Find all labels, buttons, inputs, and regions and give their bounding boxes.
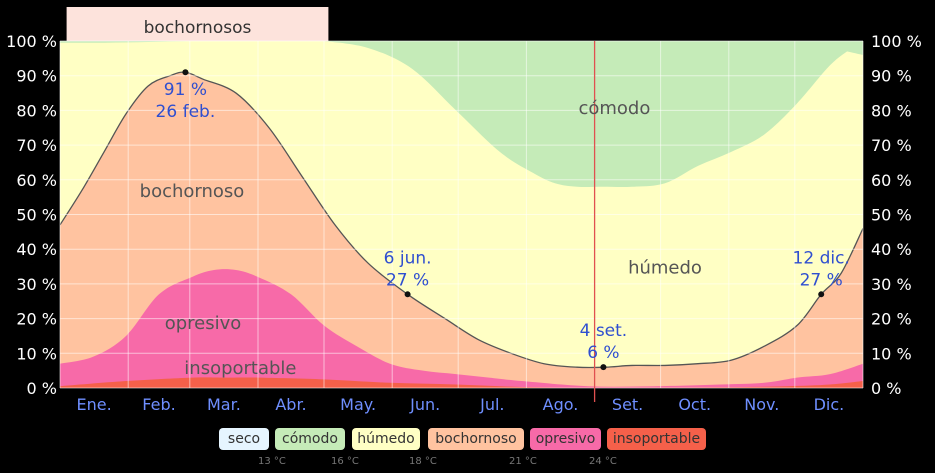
top-band-segment <box>66 7 329 41</box>
x-tick-label: Jun. <box>409 395 440 414</box>
annotation-label: 27 % <box>386 270 429 290</box>
y-tick-label-right: 90 % <box>871 67 912 86</box>
y-tick-label-right: 30 % <box>871 275 912 294</box>
top-band-label: bochornosos <box>144 18 252 38</box>
labels-group: bochornoso opresivo insoportable húmedo cómo… <box>140 69 850 379</box>
x-tick-label: Feb. <box>142 395 175 414</box>
x-tick-label: Mar. <box>207 395 241 414</box>
y-tick-label-right: 40 % <box>871 240 912 259</box>
humidity-chart: bochornosos 0 % 0 % 10 % 10 % 20 % 20 % 30 % 30… <box>6 7 922 414</box>
legend-item-insoportable: insoportable <box>607 428 706 450</box>
annotation-label: 26 feb. <box>156 102 216 122</box>
legend-temperature-label: 18 °C <box>409 456 437 467</box>
x-tick-label: May. <box>340 395 376 414</box>
y-tick-label-left: 60 % <box>16 171 57 190</box>
legend-temperature-label: 24 °C <box>589 456 617 467</box>
x-tick-label: Ago. <box>543 395 579 414</box>
legend-temperature-label: 21 °C <box>509 456 537 467</box>
region-label: insoportable <box>184 358 296 379</box>
x-tick-label: Abr. <box>275 395 306 414</box>
opresivo-area <box>60 269 863 388</box>
y-tick-label-right: 70 % <box>871 136 912 155</box>
y-tick-label-left: 70 % <box>16 136 57 155</box>
annotation-label: 12 dic. <box>793 248 850 268</box>
y-tick-label-left: 90 % <box>16 67 57 86</box>
y-tick-label-left: 10 % <box>16 344 57 363</box>
ticks-group: 0 % 0 % 10 % 10 % 20 % 20 % 30 % 30 % 40 % 40 % 50… <box>6 32 922 414</box>
region-label: cómodo <box>578 98 650 119</box>
y-tick-label-right: 0 % <box>871 379 901 398</box>
y-tick-label-left: 30 % <box>16 275 57 294</box>
y-tick-label-left: 80 % <box>16 101 57 120</box>
top-band-group: bochornosos <box>66 7 329 41</box>
legend-item-seco: seco <box>219 428 269 450</box>
x-tick-label: Set. <box>612 395 643 414</box>
annotation-label: 27 % <box>800 270 843 290</box>
y-tick-label-left: 20 % <box>16 310 57 329</box>
region-label: opresivo <box>165 313 242 334</box>
y-tick-label-right: 100 % <box>871 32 922 51</box>
annotation-label: 6 jun. <box>384 248 432 268</box>
annotation-label: 91 % <box>164 80 207 100</box>
insoportable-area <box>60 377 863 388</box>
y-tick-label-left: 40 % <box>16 240 57 259</box>
x-tick-label: Jul. <box>479 395 504 414</box>
region-label: húmedo <box>628 257 702 278</box>
x-tick-label: Nov. <box>744 395 779 414</box>
y-tick-label-right: 10 % <box>871 344 912 363</box>
annotation-point <box>600 364 607 371</box>
region-label: bochornoso <box>140 181 245 202</box>
legend-item-opresivo: opresivo <box>530 428 601 450</box>
y-tick-label-left: 0 % <box>27 379 57 398</box>
y-tick-label-right: 20 % <box>871 310 912 329</box>
annotation-label: 4 set. <box>580 321 628 341</box>
x-tick-label: Ene. <box>77 395 112 414</box>
y-tick-label-right: 50 % <box>871 206 912 225</box>
y-tick-label-left: 50 % <box>16 206 57 225</box>
y-tick-label-right: 80 % <box>871 101 912 120</box>
legend-item-bochornoso: bochornoso <box>428 428 524 450</box>
grid-group <box>59 40 864 402</box>
legend-item-comodo: cómodo <box>275 428 345 450</box>
x-tick-label: Oct. <box>678 395 711 414</box>
annotation-point <box>818 291 825 298</box>
x-tick-label: Dic. <box>814 395 845 414</box>
annotation-point <box>182 69 189 76</box>
comodo-area <box>324 41 863 187</box>
legend-temperature-label: 16 °C <box>331 456 359 467</box>
legend-item-humedo: húmedo <box>352 428 420 450</box>
annotation-label: 6 % <box>587 343 619 363</box>
annotation-point <box>404 291 411 298</box>
y-tick-label-right: 60 % <box>871 171 912 190</box>
y-tick-label-left: 100 % <box>6 32 57 51</box>
legend-temperature-label: 13 °C <box>258 456 286 467</box>
legend: seco cómodo húmedo bochornoso opresivo insopo… <box>0 428 935 473</box>
